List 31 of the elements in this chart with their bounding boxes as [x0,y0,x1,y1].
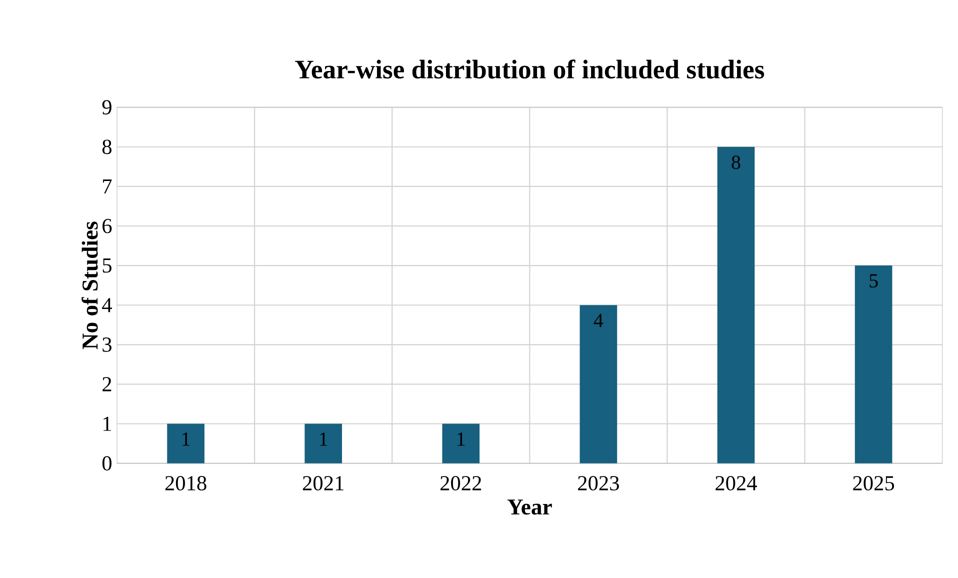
bar [854,266,892,464]
data-label: 5 [870,274,878,288]
bar [717,146,755,464]
y-tick-label: 1 [104,416,112,431]
y-tick-label: 7 [103,179,112,194]
x-tick-label: 2022 [440,476,482,490]
bar [167,424,204,464]
data-label: 1 [458,432,465,446]
y-tick-label: 0 [102,456,112,471]
y-tick-label: 9 [102,100,112,114]
bar [442,424,480,464]
chart-title: Year-wise distribution of included studies [295,60,764,79]
x-tick-label: 2018 [165,476,206,490]
x-axis-title: Year [507,500,552,515]
y-tick-label: 5 [102,258,112,273]
x-tick-label: 2025 [853,476,894,490]
data-label: 4 [594,314,604,327]
x-tick-label: 2024 [716,476,757,490]
data-label: 1 [320,432,328,446]
bar [580,305,618,464]
y-tick-label: 6 [102,218,112,234]
y-tick-label: 8 [102,140,112,154]
data-label: 8 [732,156,740,170]
data-label: 1 [182,432,190,446]
y-axis-title: No of Studies [82,222,98,350]
bar [304,424,342,464]
y-tick-label: 4 [102,298,112,312]
y-tick-label: 3 [102,338,112,352]
x-tick-label: 2021 [302,476,344,490]
x-tick-label: 2023 [578,476,619,490]
y-tick-label: 2 [102,377,112,392]
